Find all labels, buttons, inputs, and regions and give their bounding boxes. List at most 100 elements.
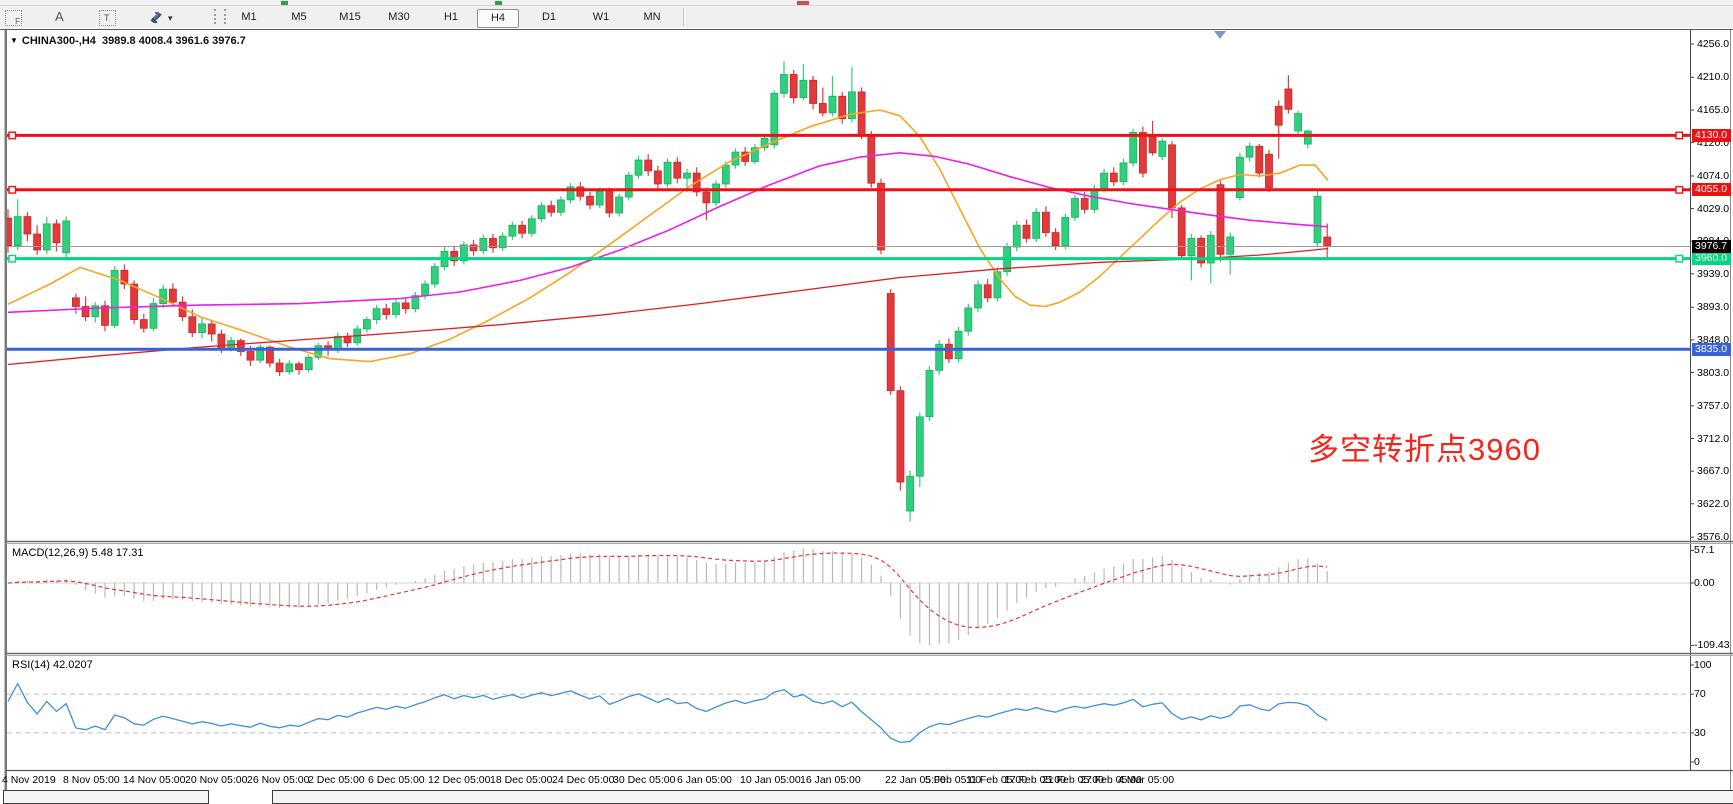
candle-body: [411, 295, 420, 310]
price-tick-label: 3622.0: [1697, 497, 1730, 510]
pane-separator-macd[interactable]: [6, 540, 1733, 544]
timeframe-h4-active[interactable]: H4: [477, 9, 519, 28]
candle-body: [1158, 140, 1167, 157]
candle-body: [518, 224, 526, 234]
candle-body: [595, 190, 604, 206]
price-tick-label: 3576.0: [1697, 531, 1730, 544]
candle-body: [537, 205, 546, 220]
time-axis-label: 21 Feb 05:00: [1042, 774, 1104, 786]
timeframe-h1[interactable]: H1: [443, 11, 459, 23]
cutoff-bottom-panel: [272, 790, 1733, 804]
candle-body: [848, 91, 856, 120]
candle-body: [1177, 207, 1186, 257]
current-price-badge: 3976.7: [1692, 240, 1731, 254]
text-cursor-icon[interactable]: A: [55, 9, 64, 24]
cutoff-bottom-panel: [3, 790, 209, 804]
time-axis-label: 11 Feb 05:00: [966, 774, 1028, 786]
timeframe-mn[interactable]: MN: [643, 11, 661, 23]
rsi-tick-label: 30: [1694, 726, 1706, 739]
price-tick-label: 4165.0: [1697, 103, 1730, 116]
timeframe-m5[interactable]: M5: [291, 11, 307, 23]
price-tick-label: 4210.0: [1697, 71, 1730, 84]
candle-body: [52, 223, 61, 244]
hline-4130.0[interactable]: [7, 131, 1690, 140]
macd-tick-label: -109.43: [1694, 639, 1730, 652]
time-axis-label: 5 Feb 05:00: [925, 774, 982, 786]
dropdown-caret-icon: ▾: [168, 13, 173, 23]
candle-body: [72, 297, 80, 307]
candle-body: [945, 343, 953, 360]
candle-body: [615, 196, 623, 214]
candle-body: [382, 308, 391, 315]
cutoff-toolbar-row: [0, 0, 1733, 6]
candle-body: [1265, 153, 1273, 188]
ma-fast-orange: [7, 109, 1329, 363]
candle-body: [198, 323, 206, 334]
pane-separator-rsi[interactable]: [6, 652, 1733, 656]
candle-body: [1061, 216, 1070, 247]
rsi-tick-label: 0: [1694, 756, 1700, 768]
cutoff-toolbar-fragment: [495, 1, 502, 5]
candle-body: [489, 237, 497, 249]
collapse-triangle-icon[interactable]: ▼: [10, 36, 18, 45]
text-box-icon[interactable]: T: [99, 10, 116, 26]
timeframe-m30[interactable]: M30: [388, 11, 410, 23]
timeframe-m15[interactable]: M15: [339, 11, 361, 23]
candle-body: [459, 244, 468, 262]
time-axis-label: 10 Jan 05:00: [740, 774, 801, 786]
candle-body: [13, 216, 22, 247]
cutoff-toolbar-fragment: [281, 1, 288, 5]
candle-body: [392, 302, 400, 315]
cutoff-toolbar-fragment: [797, 1, 809, 5]
time-axis-label: 4 Mar 05:00: [1118, 774, 1175, 786]
candle-body: [1274, 105, 1283, 126]
candle-body: [566, 186, 575, 201]
candle-body: [450, 251, 459, 262]
candle-body: [130, 283, 139, 320]
candle-body: [586, 195, 594, 206]
timeframe-w1[interactable]: W1: [592, 11, 610, 23]
time-axis-label: 24 Dec 05:00: [552, 774, 615, 786]
candle-body: [81, 306, 90, 318]
font-tool-icon[interactable]: F: [5, 10, 22, 26]
candle-body: [799, 79, 808, 99]
candle-body: [1051, 232, 1060, 247]
candle-body: [624, 174, 633, 198]
macd-tick-label: 57.1: [1694, 544, 1715, 557]
candle-body: [139, 319, 148, 329]
candle-body: [217, 333, 226, 349]
candle-body: [576, 186, 585, 197]
time-axis-label: 16 Jan 05:00: [800, 774, 861, 786]
candle-body: [479, 237, 488, 252]
candle-body: [809, 79, 817, 104]
candle-body: [712, 183, 720, 204]
candle-body: [1226, 236, 1235, 255]
candle-body: [33, 233, 41, 251]
macd-indicator-label: MACD(12,26,9) 5.48 17.31: [12, 547, 144, 559]
price-tick-label: 4029.0: [1697, 202, 1730, 215]
timeframe-m1[interactable]: M1: [241, 11, 257, 23]
hline-4055.0[interactable]: [7, 185, 1690, 194]
time-axis-label: 27 Feb 05:00: [1080, 774, 1142, 786]
toolbar-grip[interactable]: [214, 9, 226, 24]
candle-body: [1255, 145, 1264, 174]
annotation-text[interactable]: 多空转折点3960: [1308, 432, 1541, 467]
hline-3960.0[interactable]: [7, 254, 1690, 263]
candle-body: [159, 288, 168, 305]
rsi-line: [7, 682, 1328, 744]
timeframe-d1[interactable]: D1: [541, 11, 557, 23]
candle-body: [236, 340, 245, 352]
ma-slow-red: [7, 247, 1329, 366]
time-axis-label: 4 Nov 2019: [2, 774, 56, 786]
candle-body: [828, 95, 837, 114]
candle-body: [867, 134, 876, 184]
price-tick-label: 3893.0: [1697, 301, 1730, 314]
candle-body: [149, 303, 158, 329]
candle-body: [780, 74, 788, 94]
candle-body: [1236, 156, 1244, 199]
candle-body: [62, 220, 71, 254]
chart-shift-marker-icon[interactable]: [1214, 31, 1226, 39]
candle-body: [372, 308, 381, 320]
